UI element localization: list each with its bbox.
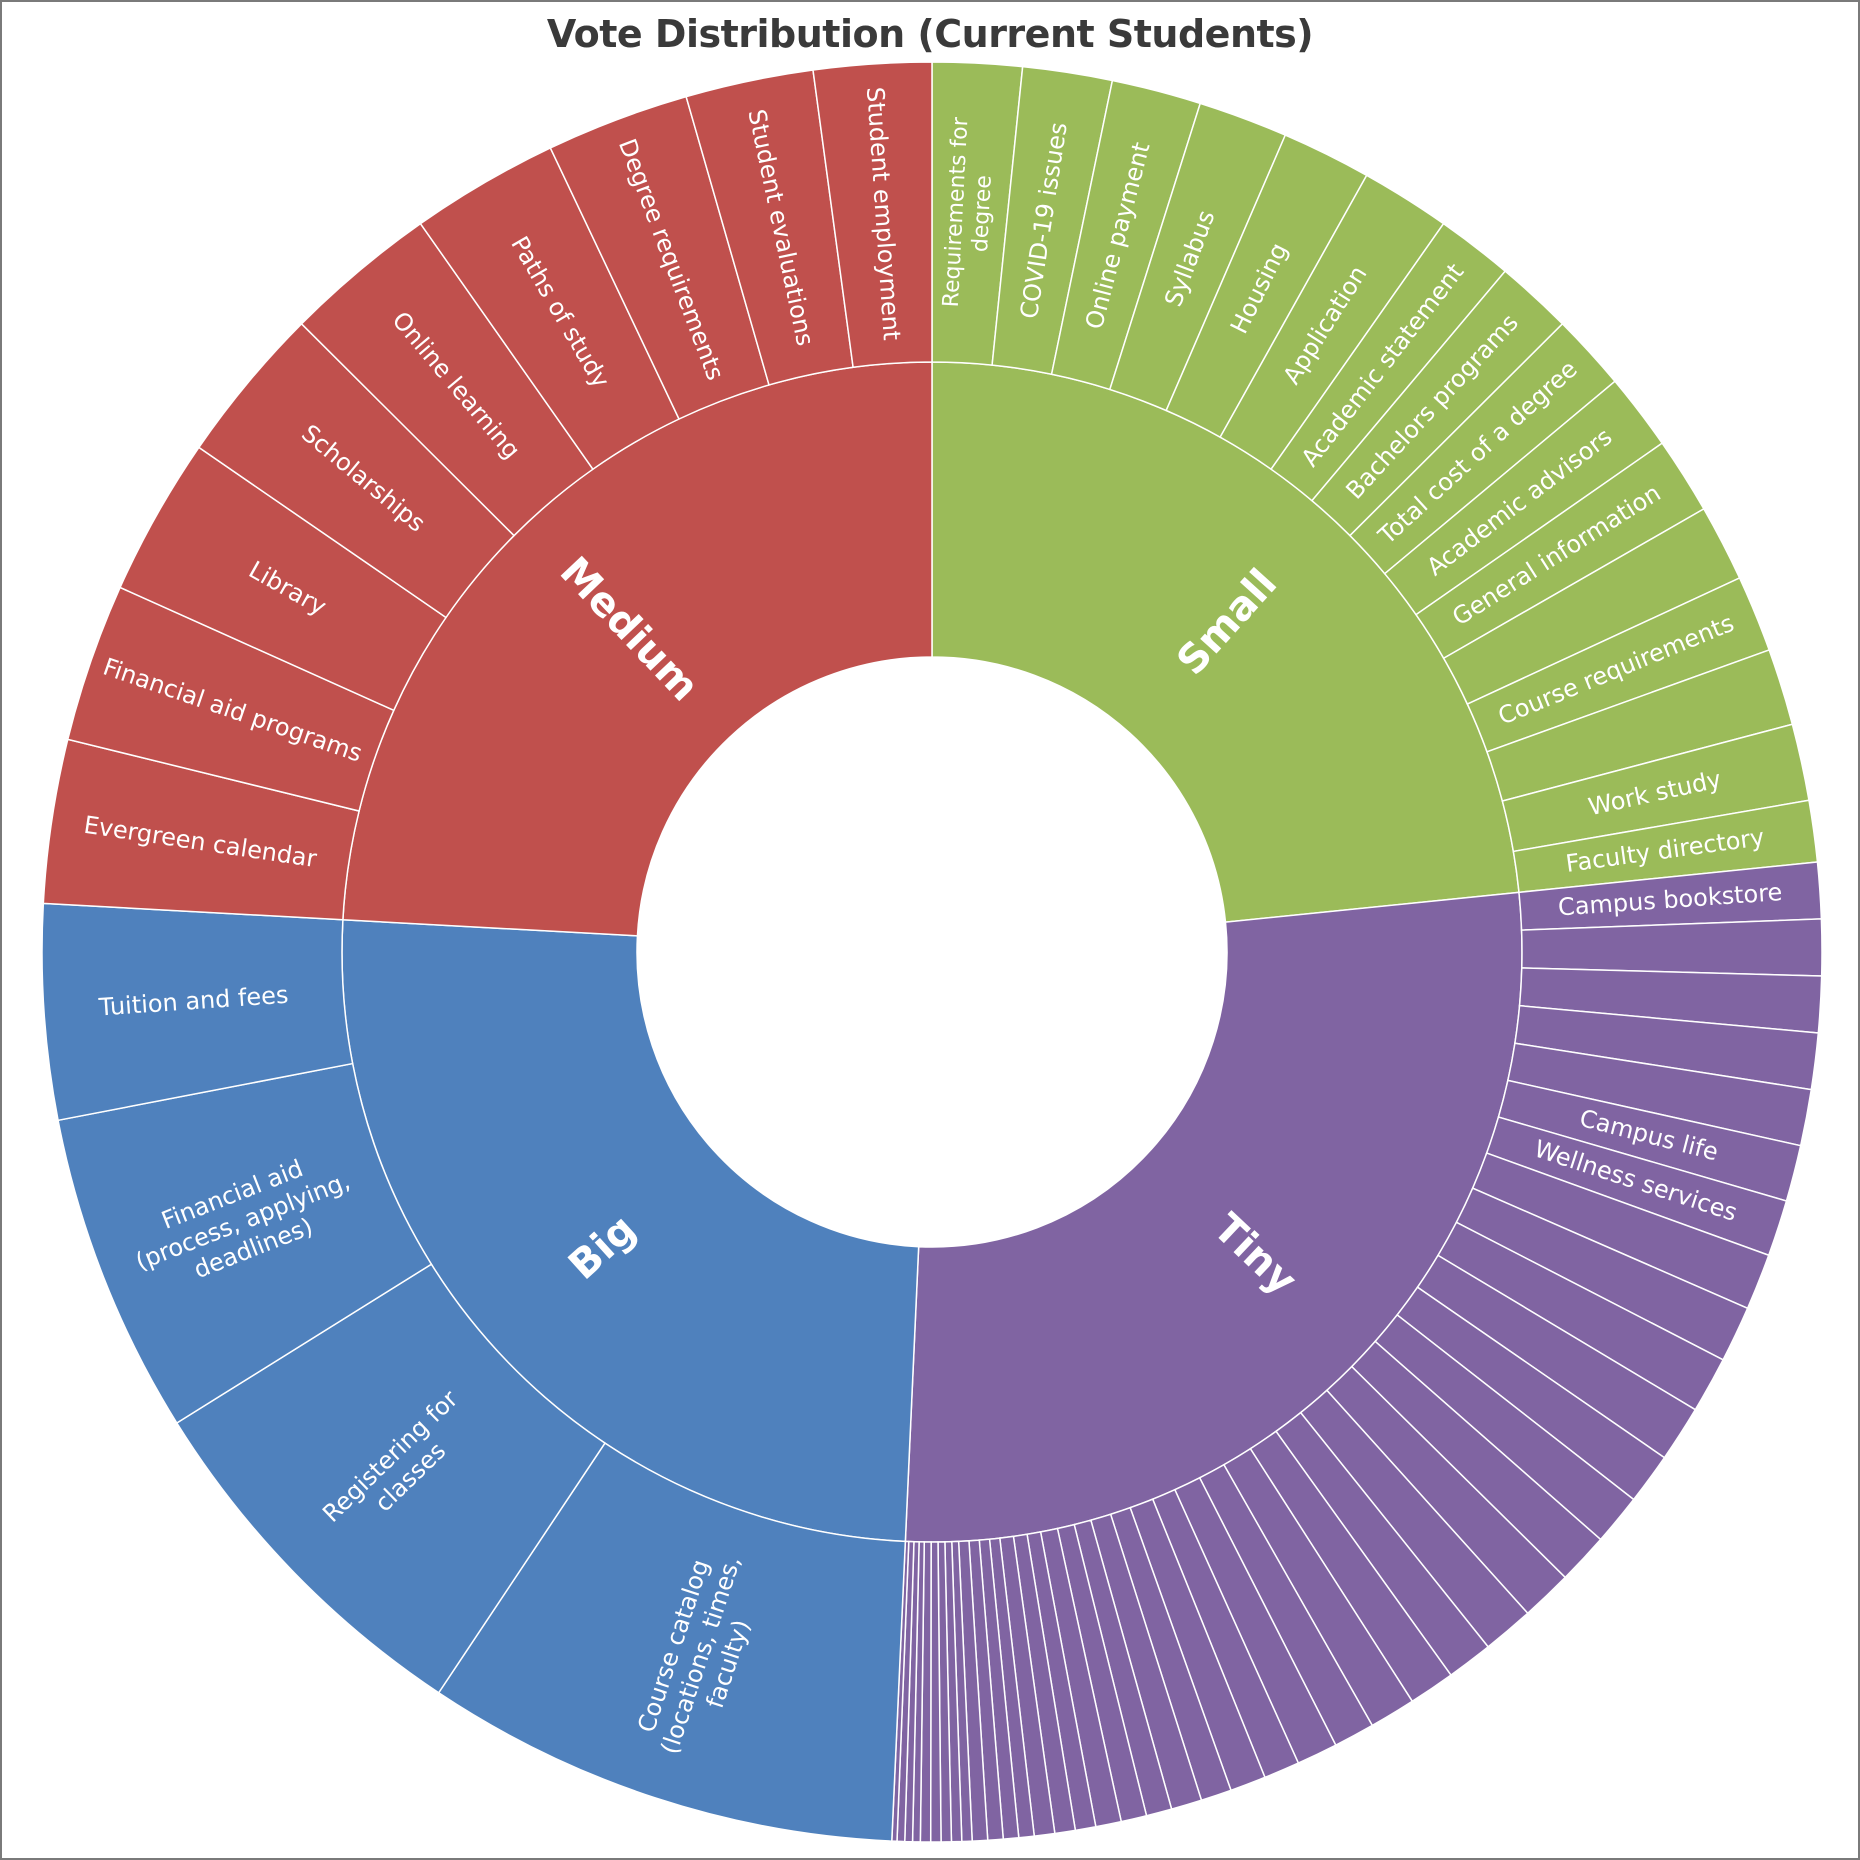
chart-title: Vote Distribution (Current Students) xyxy=(546,12,1314,56)
segment-medium-8[interactable] xyxy=(812,61,933,369)
